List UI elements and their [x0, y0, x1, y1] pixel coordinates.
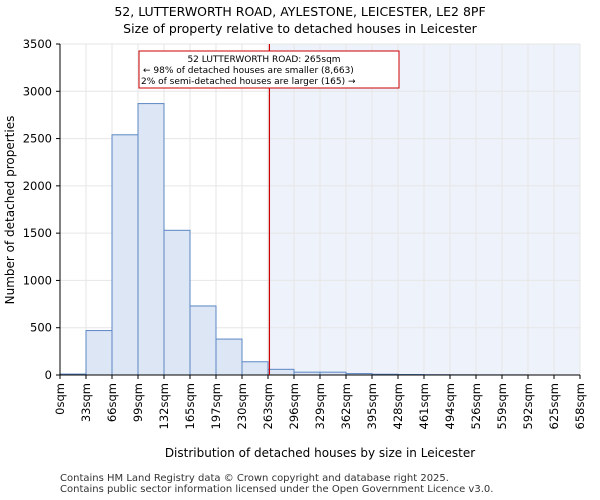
histogram-bar [85, 330, 113, 376]
histogram-bar [189, 305, 217, 376]
chart-title: 52, LUTTERWORTH ROAD, AYLESTONE, LEICEST… [114, 4, 486, 19]
histogram-bar [215, 338, 243, 376]
y-tick-label: 500 [30, 321, 52, 335]
x-tick-label: 99sqm [131, 383, 145, 422]
y-tick-label: 2500 [23, 132, 52, 146]
histogram-bar [267, 368, 295, 376]
x-tick-label: 263sqm [261, 383, 275, 429]
x-tick-label: 461sqm [417, 383, 431, 429]
x-tick-label: 329sqm [313, 383, 327, 429]
annotation-frame [138, 50, 400, 89]
x-tick-label: 625sqm [547, 383, 561, 429]
annotation-line-3: 2% of semi-detached houses are larger (1… [141, 77, 356, 87]
x-tick-label: 428sqm [391, 383, 405, 429]
annotation-line-2: ← 98% of detached houses are smaller (8,… [143, 66, 354, 76]
x-tick-label: 33sqm [79, 383, 93, 422]
annotation-line-1: 52 LUTTERWORTH ROAD: 265sqm [187, 55, 340, 65]
x-tick-label: 395sqm [365, 383, 379, 429]
x-tick-label: 494sqm [443, 383, 457, 429]
x-tick-label: 362sqm [339, 383, 353, 429]
annotation-box: 52 LUTTERWORTH ROAD: 265sqm ← 98% of det… [138, 50, 400, 89]
x-tick-label: 132sqm [157, 383, 171, 429]
larger-region-shade [269, 44, 580, 375]
y-axis-label: Number of detached properties [3, 116, 17, 305]
y-tick-label: 2000 [23, 179, 52, 193]
x-tick-label: 526sqm [469, 383, 483, 429]
x-tick-label: 66sqm [105, 383, 119, 422]
footer-copyright: Contains HM Land Registry data © Crown c… [60, 473, 449, 484]
x-axis-label: Distribution of detached houses by size … [165, 446, 475, 460]
x-tick-label: 592sqm [521, 383, 535, 429]
y-tick-label: 1000 [23, 273, 52, 287]
histogram-bar [111, 134, 139, 376]
x-tick-label: 230sqm [235, 383, 249, 429]
histogram-bar [241, 361, 269, 376]
y-tick-label: 1500 [23, 226, 52, 240]
x-tick-label: 197sqm [209, 383, 223, 429]
x-tick-label: 0sqm [53, 383, 67, 415]
footer-licence: Contains public sector information licen… [60, 484, 494, 495]
x-tick-label: 559sqm [495, 383, 509, 429]
x-tick-label: 658sqm [573, 383, 587, 429]
histogram-bar [163, 229, 191, 376]
chart-subtitle: Size of property relative to detached ho… [123, 21, 477, 36]
x-tick-label: 165sqm [183, 383, 197, 429]
y-tick-label: 0 [45, 368, 52, 382]
y-tick-label: 3000 [23, 84, 52, 98]
histogram-bar [137, 103, 165, 376]
x-tick-label: 296sqm [287, 383, 301, 429]
y-tick-label: 3500 [23, 37, 52, 51]
